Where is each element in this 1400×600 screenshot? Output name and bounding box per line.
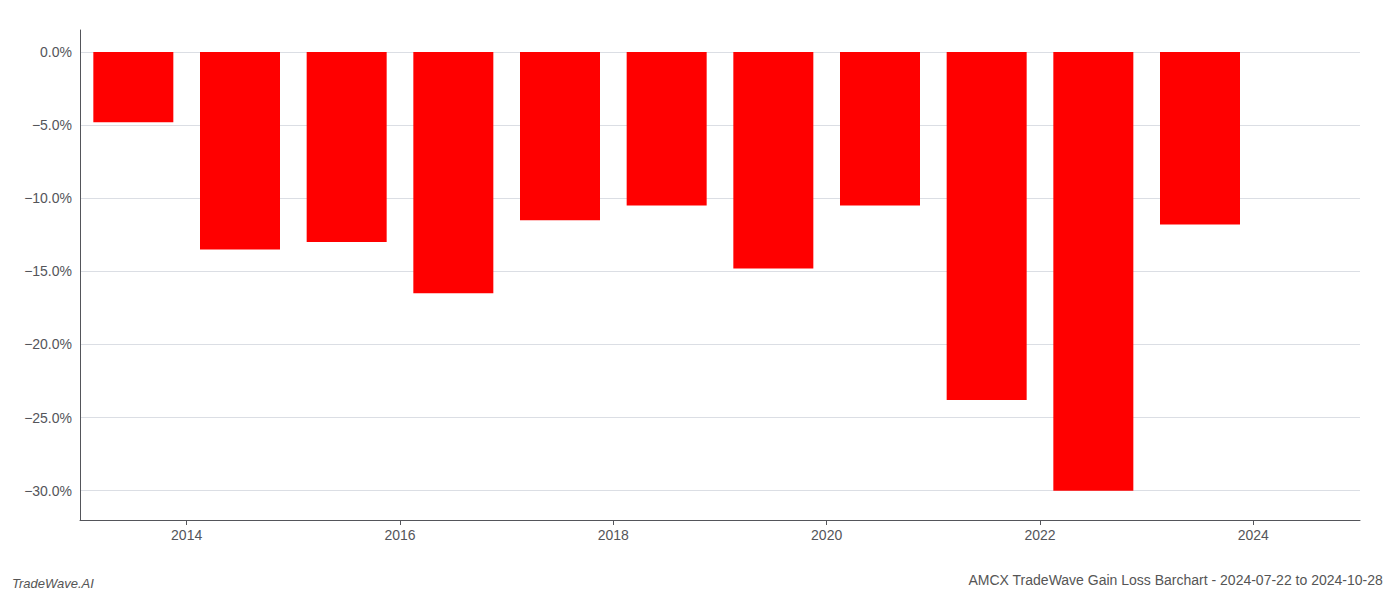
svg-text:−25.0%: −25.0% [24, 410, 72, 426]
svg-text:−30.0%: −30.0% [24, 483, 72, 499]
svg-text:2022: 2022 [1024, 527, 1055, 543]
svg-text:2020: 2020 [811, 527, 842, 543]
svg-text:0.0%: 0.0% [40, 44, 72, 60]
svg-text:−15.0%: −15.0% [24, 263, 72, 279]
svg-text:2016: 2016 [384, 527, 415, 543]
svg-text:−10.0%: −10.0% [24, 190, 72, 206]
svg-text:−5.0%: −5.0% [32, 117, 72, 133]
svg-text:2014: 2014 [171, 527, 202, 543]
svg-text:−20.0%: −20.0% [24, 336, 72, 352]
svg-text:2018: 2018 [598, 527, 629, 543]
svg-text:AMCX TradeWave Gain Loss Barch: AMCX TradeWave Gain Loss Barchart - 2024… [968, 572, 1382, 588]
svg-text:TradeWave.AI: TradeWave.AI [12, 576, 94, 591]
svg-text:2024: 2024 [1238, 527, 1269, 543]
